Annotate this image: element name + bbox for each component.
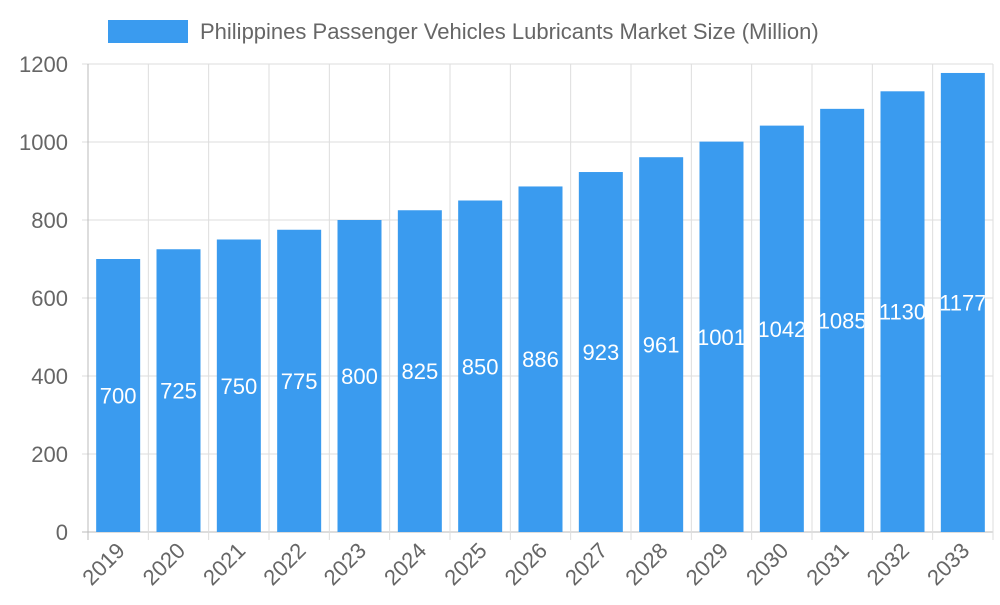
bar [820, 108, 865, 532]
x-tick-label: 2033 [922, 538, 974, 590]
x-tick-label: 2024 [379, 538, 431, 590]
x-tick-label: 2021 [198, 538, 250, 590]
x-tick-label: 2028 [620, 538, 672, 590]
bar [759, 125, 804, 533]
bar [216, 239, 261, 532]
y-tick-label: 1000 [19, 130, 68, 155]
y-tick-label: 1200 [19, 52, 68, 77]
data-label: 825 [401, 359, 438, 384]
y-tick-label: 400 [31, 364, 68, 389]
data-label: 800 [341, 364, 378, 389]
legend-label: Philippines Passenger Vehicles Lubricant… [200, 19, 819, 44]
bar [156, 249, 201, 532]
bar [277, 229, 322, 532]
x-tick-label: 2019 [77, 538, 129, 590]
bar [699, 141, 744, 533]
bar [458, 200, 503, 532]
legend-swatch [108, 20, 188, 43]
x-tick-label: 2020 [138, 538, 190, 590]
bar [397, 210, 442, 532]
y-tick-label: 600 [31, 286, 68, 311]
y-tick-label: 0 [56, 520, 68, 545]
x-tick-label: 2031 [801, 538, 853, 590]
legend[interactable]: Philippines Passenger Vehicles Lubricant… [108, 19, 819, 44]
data-label: 1177 [939, 290, 986, 315]
x-tick-label: 2027 [560, 538, 612, 590]
bar [940, 72, 985, 532]
x-tick-label: 2022 [258, 538, 310, 590]
bar [880, 91, 925, 533]
data-label: 1042 [757, 317, 806, 342]
bar [337, 220, 382, 532]
x-tick-label: 2030 [741, 538, 793, 590]
data-label: 700 [100, 384, 137, 409]
x-tick-label: 2023 [319, 538, 371, 590]
x-tick-label: 2026 [500, 538, 552, 590]
bar [518, 186, 563, 532]
data-label: 750 [220, 374, 257, 399]
x-tick-label: 2029 [681, 538, 733, 590]
x-tick-label: 2032 [862, 538, 914, 590]
data-label: 725 [160, 379, 197, 404]
y-tick-label: 200 [31, 442, 68, 467]
data-label: 923 [582, 340, 619, 365]
bar [578, 172, 623, 532]
data-label: 886 [522, 347, 559, 372]
y-tick-label: 800 [31, 208, 68, 233]
data-label: 850 [462, 354, 499, 379]
bar [639, 157, 684, 532]
data-label: 1130 [879, 300, 926, 325]
data-label: 1085 [818, 308, 867, 333]
data-label: 775 [281, 369, 318, 394]
x-tick-label: 2025 [439, 538, 491, 590]
data-label: 961 [643, 333, 680, 358]
bar [96, 259, 141, 532]
data-label: 1001 [697, 325, 746, 350]
